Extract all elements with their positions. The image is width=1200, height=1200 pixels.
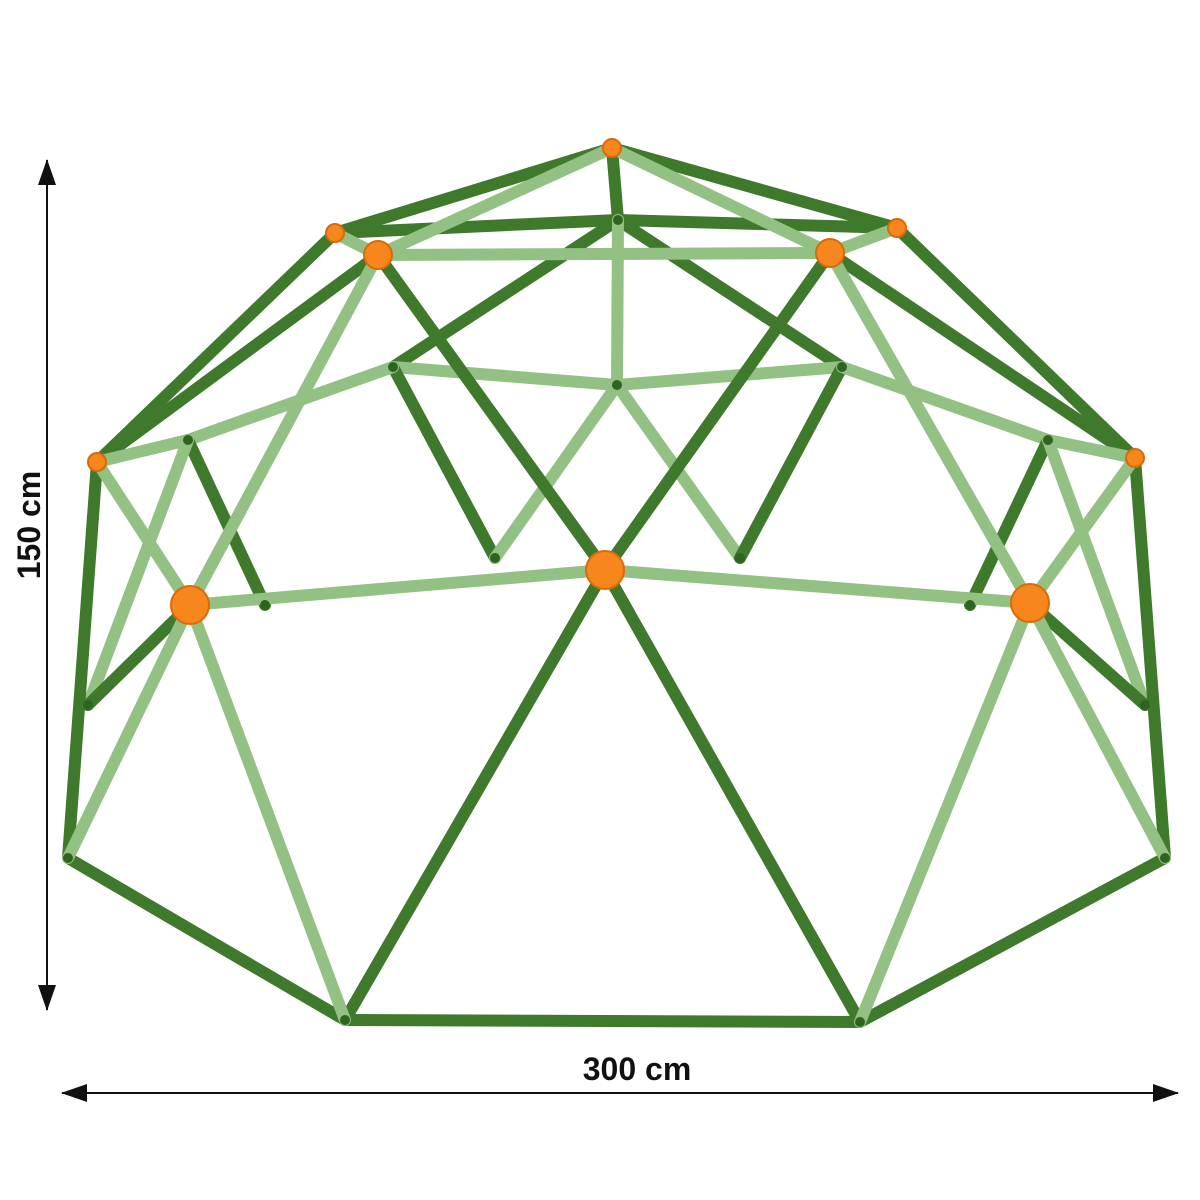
pole	[891, 222, 1141, 464]
joint	[855, 1017, 865, 1027]
pole	[1024, 597, 1151, 711]
pole	[854, 852, 1171, 1028]
pole	[372, 247, 836, 261]
pole	[1129, 452, 1171, 864]
connector-hub	[1125, 448, 1145, 468]
connector-hub	[585, 550, 625, 590]
pole	[91, 456, 196, 611]
pole	[611, 214, 624, 391]
pole	[184, 249, 384, 611]
pole	[612, 214, 848, 373]
pole	[339, 564, 611, 1026]
width-label: 300 cm	[583, 1051, 692, 1087]
pole	[964, 434, 1054, 611]
pole	[606, 142, 624, 226]
pole	[854, 597, 1036, 1028]
pole	[387, 214, 624, 373]
connector-hub	[602, 138, 622, 158]
joint	[1160, 853, 1170, 863]
joint	[388, 362, 398, 372]
connector-hub	[1010, 583, 1050, 623]
joint	[965, 600, 975, 610]
pole	[329, 142, 618, 239]
pole	[599, 564, 1036, 609]
pole	[184, 564, 611, 611]
pole	[824, 247, 1036, 609]
dome-frame	[62, 138, 1171, 1028]
joint	[1043, 435, 1053, 445]
pole	[734, 361, 848, 564]
pole	[329, 214, 624, 239]
pole	[606, 142, 836, 259]
connector-hub	[170, 585, 210, 625]
joint	[612, 380, 622, 390]
pole	[599, 564, 866, 1028]
pole	[91, 434, 194, 468]
pole	[339, 1014, 866, 1028]
pole	[606, 142, 903, 234]
joint	[183, 435, 193, 445]
pole	[184, 599, 351, 1026]
pole	[62, 456, 103, 864]
joint	[260, 600, 270, 610]
pole	[824, 247, 1141, 464]
pole	[91, 249, 384, 468]
pole	[836, 361, 1054, 446]
pole	[372, 249, 611, 576]
joint	[735, 553, 745, 563]
pole	[599, 247, 836, 576]
joint	[837, 362, 847, 372]
pole	[82, 599, 196, 711]
pole	[1024, 597, 1171, 864]
joint	[613, 215, 623, 225]
height-label: 150 cm	[11, 471, 47, 580]
pole	[1024, 452, 1141, 609]
pole	[82, 434, 194, 711]
pole	[182, 361, 399, 446]
joint	[340, 1015, 350, 1025]
pole	[62, 852, 351, 1026]
pole	[387, 361, 501, 564]
pole	[372, 142, 618, 261]
connector-hub	[325, 223, 345, 243]
pole	[91, 227, 341, 468]
pole	[182, 434, 271, 611]
pole	[62, 599, 196, 864]
connector-hub	[363, 240, 393, 270]
pole	[387, 361, 623, 391]
pole	[1042, 434, 1151, 711]
joint	[490, 553, 500, 563]
joint	[1140, 700, 1150, 710]
pole	[489, 379, 623, 564]
connector-hub	[815, 238, 845, 268]
joint	[63, 853, 73, 863]
pole	[611, 361, 848, 391]
joint	[83, 700, 93, 710]
pole	[1042, 434, 1141, 464]
connector-hub	[87, 452, 107, 472]
connector-hub	[887, 218, 907, 238]
